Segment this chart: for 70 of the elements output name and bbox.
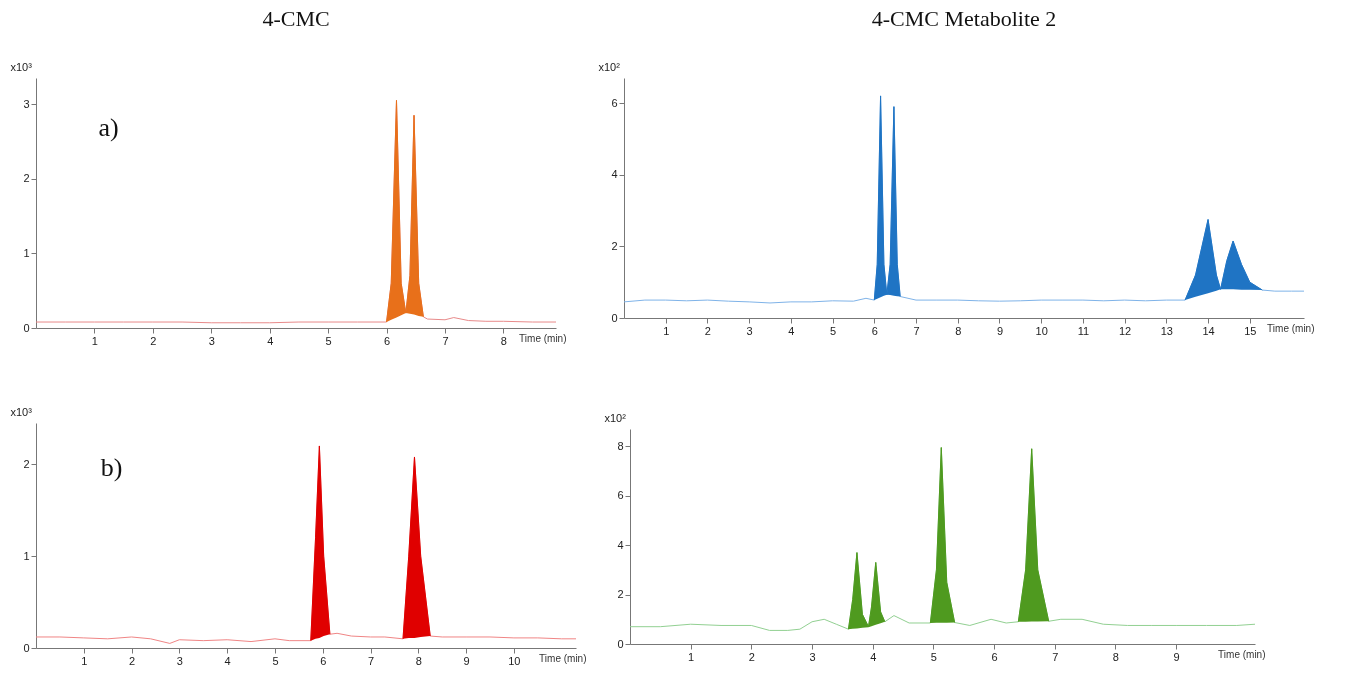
x-tick-label: 2 [748,650,755,663]
x-tick-label: 5 [930,650,937,663]
x-axis-title: Time (min) [1267,322,1315,334]
y-tick-label: 0 [617,637,624,650]
x-axis-title: Time (min) [519,332,567,344]
x-tick-label: 1 [663,324,670,337]
x-tick-label: 10 [508,654,521,667]
x-tick-label: 3 [809,650,816,663]
y-tick-label: 1 [23,549,30,562]
x-tick-label: 9 [463,654,470,667]
x-tick-label: 2 [150,334,157,347]
y-tick-label: 1 [23,246,30,259]
x-tick-label: 7 [367,654,375,667]
x-tick-label: 5 [272,654,279,667]
y-tick-label: 8 [617,439,624,452]
y-tick-label: 0 [23,321,30,334]
x-tick-label: 6 [871,324,878,337]
y-axis-title: x10³ [10,60,33,73]
x-tick-label: 2 [704,324,711,337]
x-tick-label: 5 [830,324,837,337]
chart-title: 4-CMC [262,6,330,31]
y-tick-label: 6 [617,489,624,502]
x-tick-label: 4 [267,334,274,347]
chart-title: 4-CMC Metabolite 2 [871,6,1057,31]
x-tick-label: 3 [176,654,183,667]
x-tick-label: 10 [1035,324,1048,337]
x-tick-label: 4 [224,654,231,667]
x-tick-label: 8 [415,654,422,667]
y-tick-label: 2 [23,172,30,185]
y-tick-label: 0 [611,311,618,324]
x-tick-label: 2 [129,654,136,667]
x-tick-label: 3 [746,324,753,337]
x-tick-label: 4 [788,324,795,337]
y-tick-label: 6 [611,96,618,109]
x-tick-label: 9 [996,324,1004,337]
y-tick-label: 2 [611,239,618,252]
x-tick-label: 13 [1160,324,1173,337]
x-tick-label: 9 [1173,650,1180,663]
y-axis-title: x10³ [10,405,33,418]
y-tick-label: 0 [23,641,30,654]
x-tick-label: 8 [1112,650,1119,663]
y-axis-title: x10² [604,411,627,424]
y-tick-label: 4 [611,168,618,181]
y-axis-title: x10² [598,60,621,73]
x-tick-label: 15 [1244,324,1257,337]
x-tick-label: 1 [91,334,98,347]
x-tick-label: 8 [955,324,962,337]
x-tick-label: 4 [870,650,877,663]
x-tick-label: 5 [325,334,332,347]
x-tick-label: 7 [913,324,920,337]
x-tick-label: 8 [500,334,507,347]
x-tick-label: 6 [384,334,391,347]
x-tick-label: 3 [208,334,215,347]
x-tick-label: 11 [1077,324,1090,337]
x-tick-label: 6 [991,650,998,663]
annotation: a) [98,113,119,142]
x-axis-title: Time (min) [539,652,587,664]
y-tick-label: 3 [23,97,30,110]
x-tick-label: 12 [1118,324,1132,337]
x-tick-label: 7 [1052,650,1059,663]
y-tick-label: 4 [617,538,624,551]
x-tick-label: 1 [81,654,88,667]
annotation: b) [100,453,123,482]
x-tick-label: 1 [688,650,695,663]
x-tick-label: 14 [1202,324,1215,337]
y-tick-label: 2 [23,457,30,470]
x-tick-label: 7 [442,334,449,347]
x-tick-label: 6 [320,654,327,667]
y-tick-label: 2 [617,588,624,601]
x-axis-title: Time (min) [1218,648,1266,660]
